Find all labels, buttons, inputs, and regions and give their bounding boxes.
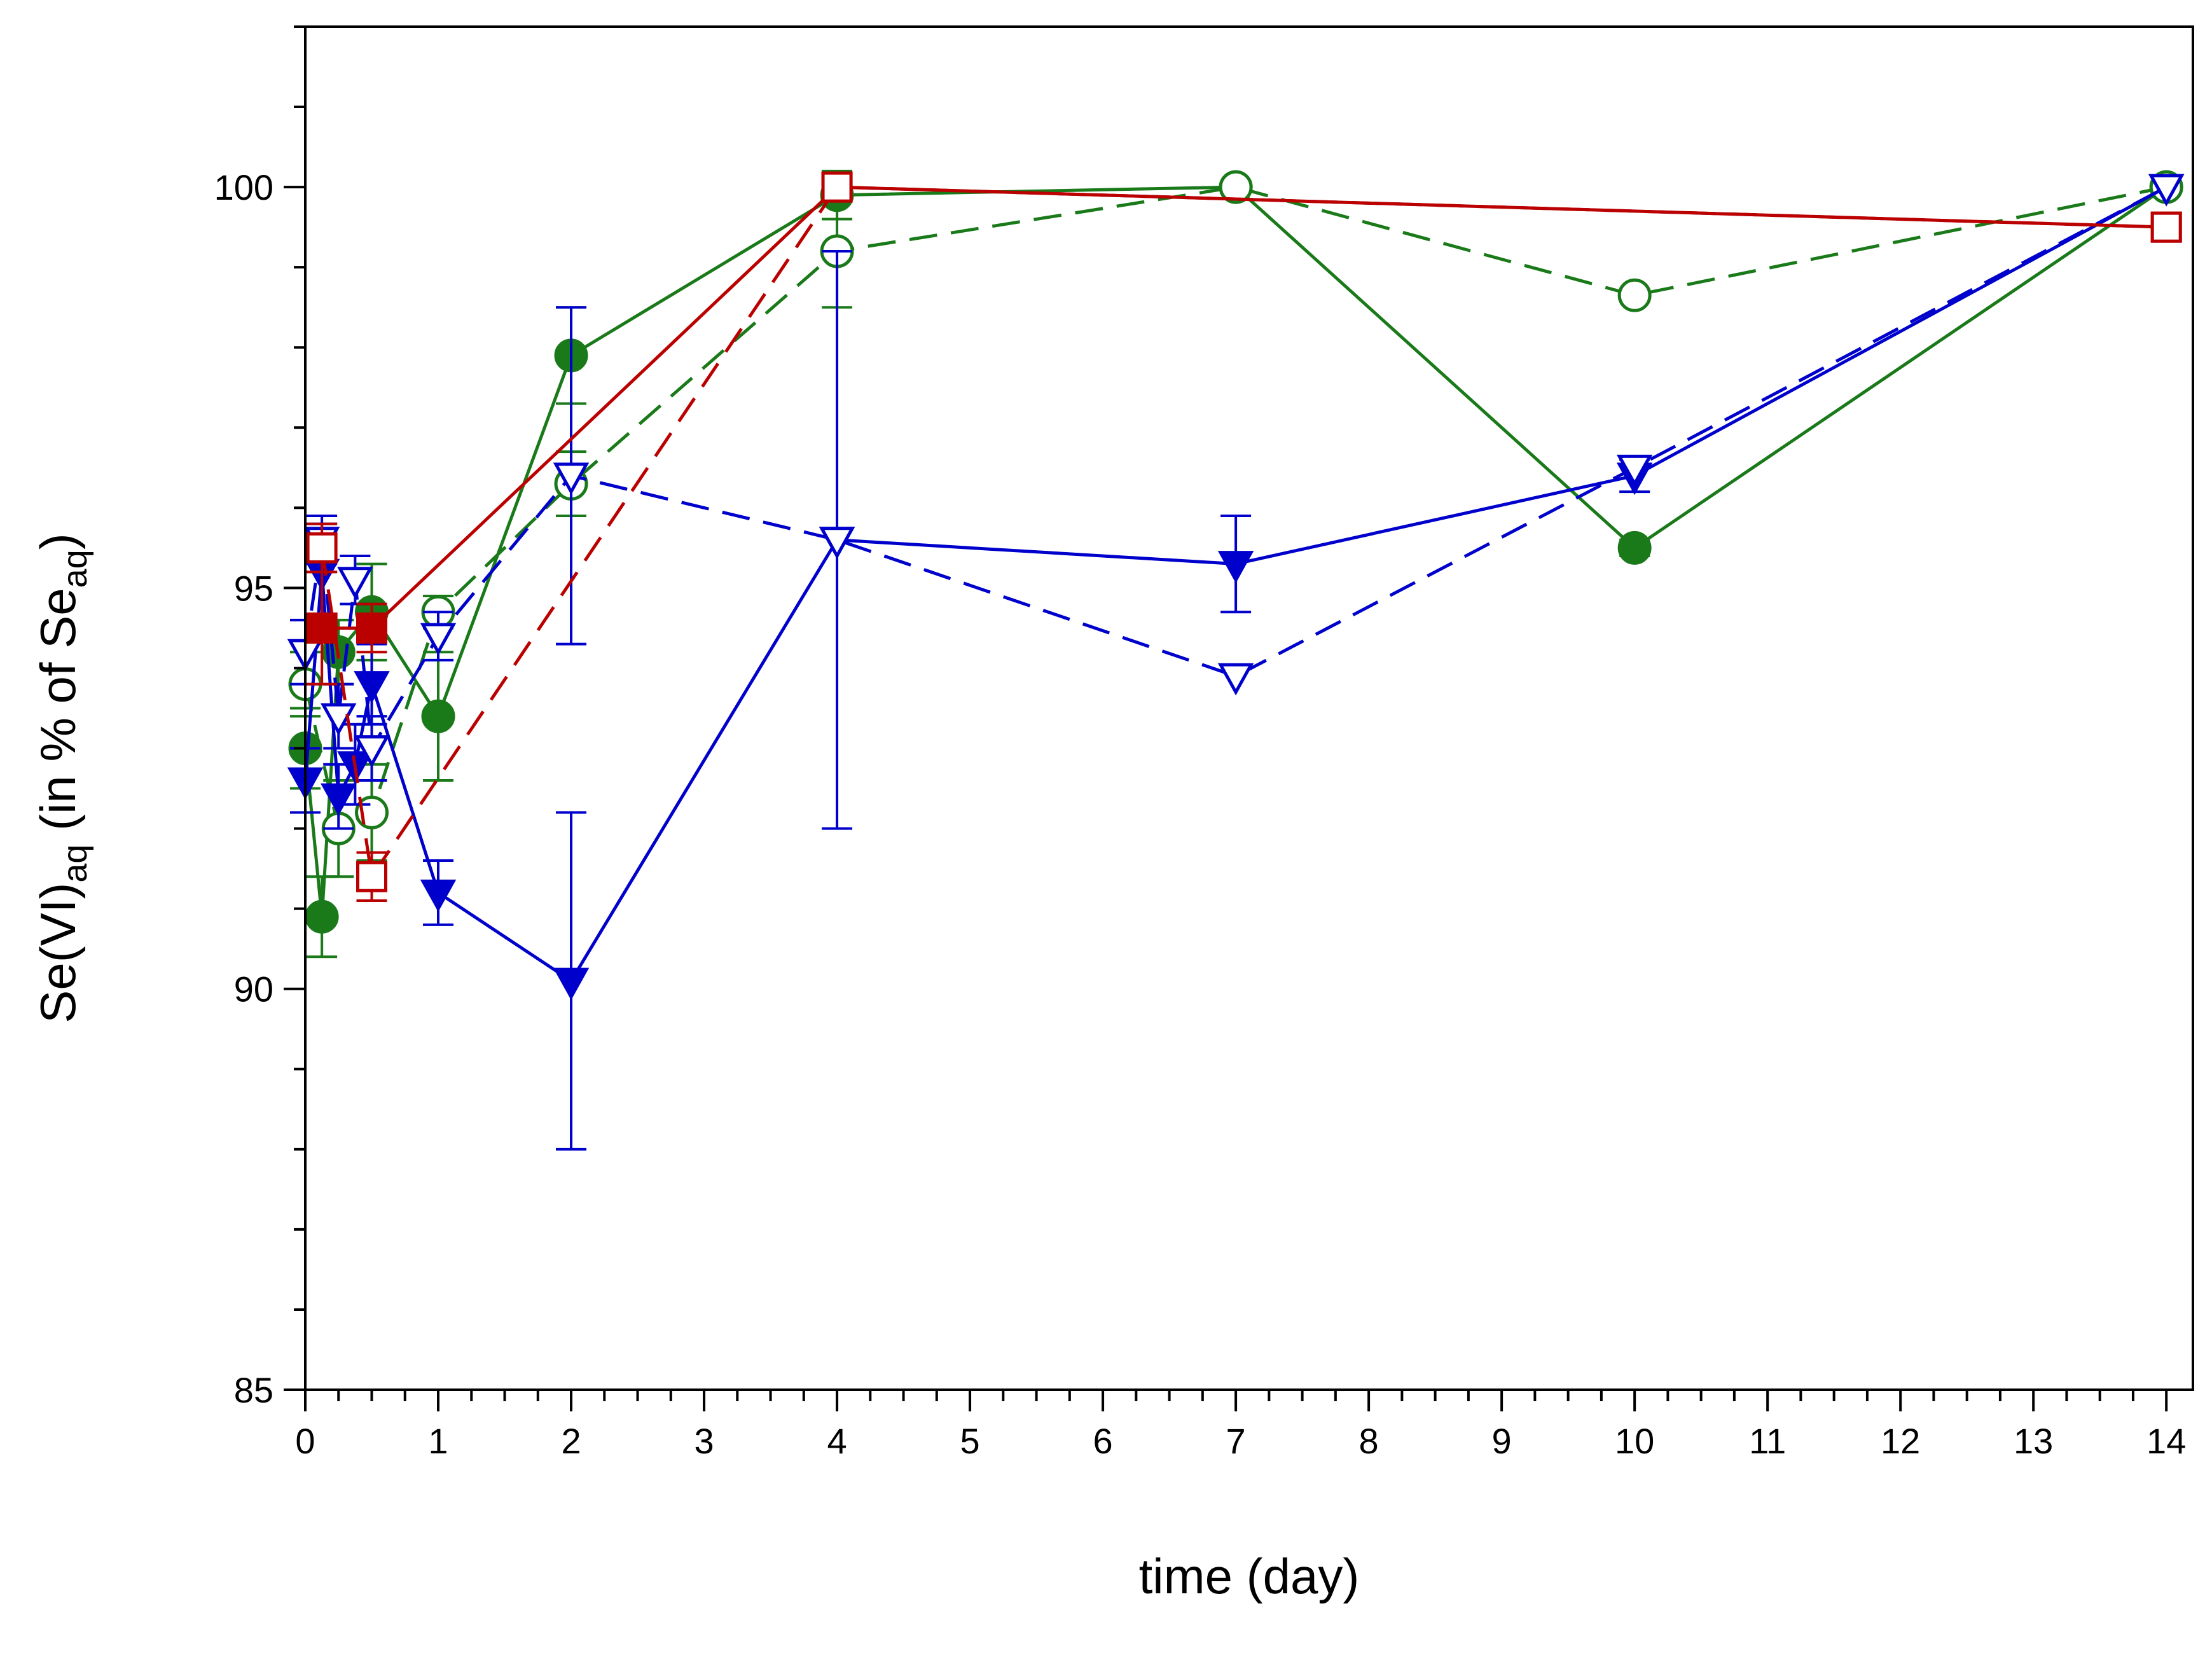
y-tick-label: 100 [214,167,273,207]
data-point-circle [1617,278,1652,312]
x-tick-label: 2 [561,1421,581,1461]
x-tick-label: 7 [1226,1421,1246,1461]
x-tick-label: 6 [1093,1421,1113,1461]
data-point-triangle [1217,663,1254,696]
data-point-triangle [321,783,357,816]
y-title-end: ) [30,533,86,550]
series-red-open-square-dashed [306,171,2182,903]
y-title-main: Se(VI) [30,883,86,1023]
x-tick-label: 8 [1359,1421,1379,1461]
data-point-square [356,612,388,644]
x-tick-label: 5 [960,1421,979,1461]
y-tick-label: 90 [234,969,273,1009]
data-point-triangle [553,462,590,495]
x-tick-label: 10 [1615,1421,1654,1461]
data-point-circle [1219,170,1253,204]
data-point-square [306,532,338,564]
data-point-triangle [1616,454,1653,487]
data-point-triangle [1217,551,1254,583]
x-tick-label: 1 [428,1421,448,1461]
x-tick-label: 11 [1749,1421,1786,1461]
data-point-square [306,612,338,644]
y-title-mid: (in % of Se [30,588,86,844]
data-point-circle [305,899,339,934]
data-point-circle [1617,530,1652,565]
data-point-triangle [420,879,457,912]
y-title-sub2: aq [56,550,94,588]
data-point-triangle [354,735,390,768]
data-point-triangle [420,623,457,656]
data-point-circle [421,699,455,733]
y-tick-label: 95 [234,568,273,608]
x-tick-label: 12 [1881,1421,1920,1461]
data-point-triangle [337,567,373,600]
data-point-triangle [2148,174,2185,207]
x-tick-label: 3 [694,1421,714,1461]
plot-frame [304,25,2194,1391]
plot-layer [287,169,2185,1151]
data-point-square [356,861,388,892]
x-tick-label: 14 [2146,1421,2186,1461]
x-tick-label: 9 [1492,1421,1512,1461]
y-title-sub1: aq [56,845,94,883]
x-tick-label: 13 [2014,1421,2053,1461]
data-point-square [821,171,853,203]
series-line [320,185,2167,878]
x-tick-label: 4 [827,1421,847,1461]
y-axis-title: Se(VI)aq (in % of Seaq) [30,533,94,1023]
x-axis-title: time (day) [1139,1548,1360,1604]
y-tick-label: 85 [234,1370,273,1410]
data-point-square [2150,211,2182,243]
series-line [303,185,2167,831]
data-point-triangle [553,967,590,1001]
data-point-triangle [819,527,855,560]
series-blue-open-triangle-dashed [287,174,2185,782]
x-tick-label: 0 [295,1421,315,1461]
data-point-triangle [321,703,357,736]
